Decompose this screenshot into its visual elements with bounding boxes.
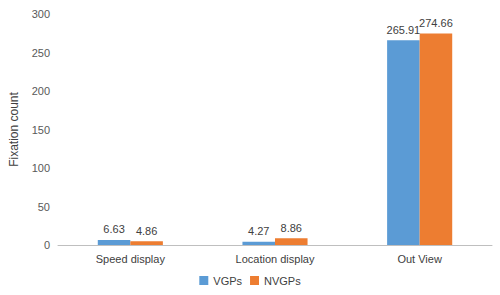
svg-text:4.86: 4.86 [136,225,157,237]
svg-text:Out View: Out View [397,253,441,265]
svg-text:274.66: 274.66 [419,17,453,29]
svg-text:Location display: Location display [236,253,315,265]
svg-text:4.27: 4.27 [248,225,269,237]
svg-text:8.86: 8.86 [281,222,302,234]
svg-text:VGPs: VGPs [213,275,242,287]
svg-text:Speed display: Speed display [96,253,166,265]
svg-text:NVGPs: NVGPs [264,275,301,287]
svg-text:265.91: 265.91 [387,24,421,36]
svg-text:6.63: 6.63 [103,223,124,235]
svg-text:300: 300 [32,8,50,20]
svg-text:Fixation count: Fixation count [7,91,21,166]
svg-text:150: 150 [32,124,50,136]
svg-text:0: 0 [44,239,50,251]
svg-text:50: 50 [38,201,50,213]
svg-text:100: 100 [32,162,50,174]
svg-text:200: 200 [32,85,50,97]
svg-text:250: 250 [32,47,50,59]
